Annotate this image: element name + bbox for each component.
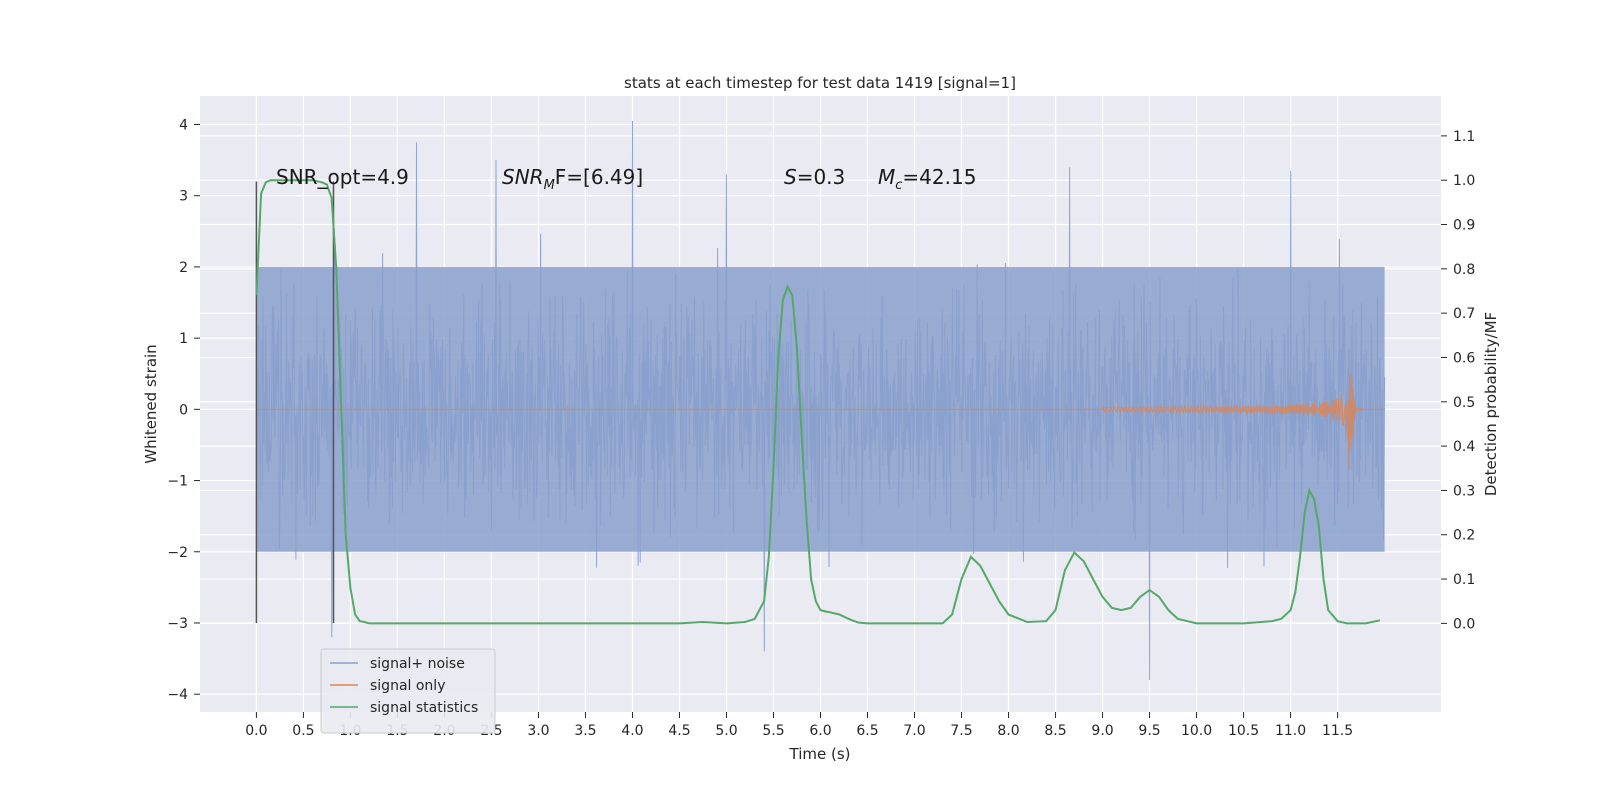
y-right-tick-label: 0.5 (1453, 395, 1475, 411)
legend-label-signal-only: signal only (370, 678, 445, 694)
y-tick-label: −3 (167, 616, 188, 632)
y-axis-label: Whitened strain (142, 344, 160, 463)
annotation-mc-base: M (878, 165, 895, 189)
x-tick-label: 8.0 (997, 723, 1019, 739)
x-tick-label: 11.0 (1275, 723, 1306, 739)
x-tick-label: 3.5 (574, 723, 596, 739)
x-tick-label: 5.5 (762, 723, 784, 739)
signal-noise-line (255, 120, 1386, 681)
x-tick-label: 4.0 (621, 723, 643, 739)
signal-statistics-line (255, 179, 1381, 625)
x-tick-label: 0.5 (292, 723, 314, 739)
y-tick-label: 0 (179, 402, 188, 418)
signal-statistics-series (255, 179, 1381, 625)
y-right-tick-label: 0.8 (1453, 262, 1475, 278)
x-tick-label: 10.5 (1228, 723, 1259, 739)
x-tick-label: 7.0 (903, 723, 925, 739)
y-tick-label: 3 (179, 189, 188, 205)
y-right-tick-label: 0.6 (1453, 350, 1475, 366)
y-tick-label: −2 (167, 545, 188, 561)
annotation-s: S=0.3 (784, 165, 845, 189)
y-right-tick-label: 0.7 (1453, 306, 1475, 322)
y-tick-label: 4 (179, 117, 188, 133)
chart-title: stats at each timestep for test data 141… (624, 74, 1016, 92)
y-right-tick-label: 1.1 (1453, 129, 1475, 145)
y-right-tick-label: 1.0 (1453, 173, 1475, 189)
y-right-tick-label: 0.9 (1453, 218, 1475, 234)
x-tick-label: 11.5 (1322, 723, 1353, 739)
legend-box (320, 648, 496, 734)
annotation-snr-mf-base: SNR (502, 165, 544, 189)
legend: signal+ noise signal only signal statist… (320, 648, 496, 734)
signal-only-line (256, 372, 1385, 469)
x-tick-label: 6.0 (809, 723, 831, 739)
legend-label-signal-noise: signal+ noise (370, 656, 465, 672)
x-tick-label: 6.5 (856, 723, 878, 739)
x-axis-ticks: 0.00.51.01.52.02.53.03.54.04.55.05.56.06… (245, 712, 1353, 739)
vertical-markers (255, 181, 335, 623)
y-right-tick-label: 0.3 (1453, 483, 1475, 499)
signal-only-series (256, 372, 1385, 469)
annotation-mc-sub: c (895, 178, 902, 193)
y-right-tick-label: 0.0 (1453, 616, 1475, 632)
y-tick-label: −1 (167, 474, 188, 490)
x-tick-label: 0.0 (245, 723, 267, 739)
y-tick-label: 1 (179, 331, 188, 347)
annotation-s-rest: =0.3 (797, 165, 846, 189)
x-tick-label: 4.5 (668, 723, 690, 739)
annotation-mc-rest: =42.15 (902, 165, 976, 189)
x-tick-label: 9.5 (1138, 723, 1160, 739)
annotation-snr-mf-sub: M (544, 178, 555, 193)
y-right-tick-label: 0.2 (1453, 528, 1475, 544)
annotation-snr-mf-rest: F=[6.49] (555, 165, 643, 189)
y-right-tick-label: 0.4 (1453, 439, 1475, 455)
x-tick-label: 9.0 (1091, 723, 1113, 739)
annotation-snr-opt: SNR_opt=4.9 (276, 165, 409, 189)
y-axis-right-ticks: 1.1 1.0 0.9 0.8 0.7 0.6 0.5 0.4 0.3 0.2 0.1 0.0 (1441, 129, 1475, 632)
y-right-tick-label: 0.1 (1453, 572, 1475, 588)
annotations: SNR_opt=4.9 SNRMF=[6.49] S=0.3 Mc=42.15 (276, 165, 976, 193)
annotation-mc: Mc=42.15 (878, 165, 976, 193)
x-tick-label: 3.0 (527, 723, 549, 739)
x-tick-label: 7.5 (950, 723, 972, 739)
annotation-s-italic: S (784, 165, 797, 189)
legend-label-signal-statistics: signal statistics (370, 700, 478, 716)
x-tick-label: 8.5 (1044, 723, 1066, 739)
annotation-snr-mf: SNRMF=[6.49] (502, 165, 643, 193)
x-axis-label: Time (s) (789, 745, 851, 763)
y-axis-right-label: Detection probability/MF (1482, 312, 1500, 496)
y-axis-ticks: 4 3 2 1 0 −1 −2 −3 −4 (167, 117, 200, 703)
y-tick-label: −4 (167, 687, 188, 703)
x-tick-label: 5.0 (715, 723, 737, 739)
x-tick-label: 10.0 (1181, 723, 1212, 739)
y-tick-label: 2 (179, 260, 188, 276)
